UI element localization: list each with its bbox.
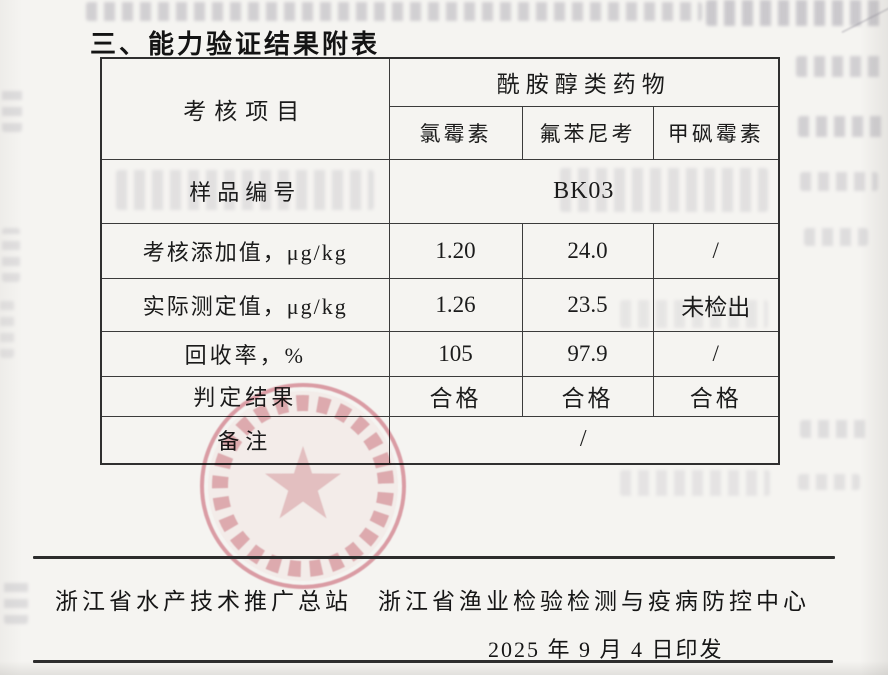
cell-value: 23.5 bbox=[521, 277, 654, 332]
footer-rule-bottom bbox=[33, 660, 833, 663]
cell-sample-id: BK03 bbox=[388, 158, 780, 224]
issue-date: 2025 年 9 月 4 日印发 bbox=[488, 637, 724, 662]
footer-organizations: 浙江省水产技术推广总站 浙江省渔业检验检测与疫病防控中心 bbox=[55, 582, 810, 616]
bleedthrough-noise bbox=[706, 0, 882, 26]
table-row: 判定结果 合格 合格 合格 bbox=[100, 375, 780, 417]
row-label-assigned-value: 考核添加值，μg/kg bbox=[100, 222, 390, 279]
cell-value: 合格 bbox=[652, 375, 780, 417]
row-label-measured-value: 实际测定值，μg/kg bbox=[100, 277, 390, 332]
row-label-remarks: 备注 bbox=[100, 415, 390, 465]
bleedthrough-noise bbox=[86, 2, 702, 21]
cell-value: 1.20 bbox=[388, 222, 523, 279]
bleedthrough-noise bbox=[796, 56, 884, 77]
bleedthrough-noise bbox=[2, 86, 22, 132]
column-header-chloramphenicol: 氯霉素 bbox=[388, 105, 523, 160]
row-label-judgement: 判定结果 bbox=[100, 375, 390, 417]
cell-value: 合格 bbox=[388, 375, 523, 417]
table-row: 考核添加值，μg/kg 1.20 24.0 / bbox=[100, 222, 780, 279]
row-label-sample-id: 样品编号 bbox=[100, 158, 390, 224]
fold-line bbox=[841, 0, 888, 34]
cell-value: / bbox=[652, 222, 780, 279]
bleedthrough-noise bbox=[620, 470, 770, 496]
drug-group-header: 酰胺醇类药物 bbox=[388, 57, 780, 107]
corner-header: 考核项目 bbox=[100, 57, 390, 160]
org-name-fisheries-extension: 浙江省水产技术推广总站 bbox=[55, 589, 352, 614]
column-header-thiamphenicol: 甲砜霉素 bbox=[652, 105, 780, 160]
bleedthrough-noise bbox=[804, 228, 868, 246]
bleedthrough-noise bbox=[0, 300, 14, 358]
cell-value: 105 bbox=[388, 330, 523, 377]
row-label-recovery: 回收率，% bbox=[100, 330, 390, 377]
bleedthrough-noise bbox=[798, 474, 860, 490]
org-name-inspection-center: 浙江省渔业检验检测与疫病防控中心 bbox=[378, 589, 810, 614]
section-title: 三、能力验证结果附表 bbox=[90, 29, 381, 59]
cell-value: 24.0 bbox=[521, 222, 654, 279]
table-row: 样品编号 BK03 bbox=[100, 158, 780, 224]
table-row: 回收率，% 105 97.9 / bbox=[100, 330, 780, 377]
bleedthrough-noise bbox=[2, 228, 20, 282]
column-header-florfenicol: 氟苯尼考 bbox=[521, 105, 654, 160]
bleedthrough-noise bbox=[800, 420, 870, 438]
cell-remarks: / bbox=[388, 415, 780, 465]
cell-value: 合格 bbox=[521, 375, 654, 417]
bleedthrough-noise bbox=[800, 172, 878, 191]
table-row: 备注 / bbox=[100, 415, 780, 465]
cell-value: 未检出 bbox=[652, 277, 780, 332]
cell-value: 97.9 bbox=[521, 330, 654, 377]
footer-rule-top bbox=[33, 556, 835, 559]
table-row: 实际测定值，μg/kg 1.26 23.5 未检出 bbox=[100, 277, 780, 332]
cell-value: / bbox=[652, 330, 780, 377]
cell-value: 1.26 bbox=[388, 277, 523, 332]
proficiency-results-table: 考核项目 酰胺醇类药物 氯霉素 氟苯尼考 甲砜霉素 样品编号 BK03 考核添加… bbox=[100, 57, 780, 465]
bleedthrough-noise bbox=[4, 580, 28, 624]
bleedthrough-noise bbox=[798, 116, 884, 137]
